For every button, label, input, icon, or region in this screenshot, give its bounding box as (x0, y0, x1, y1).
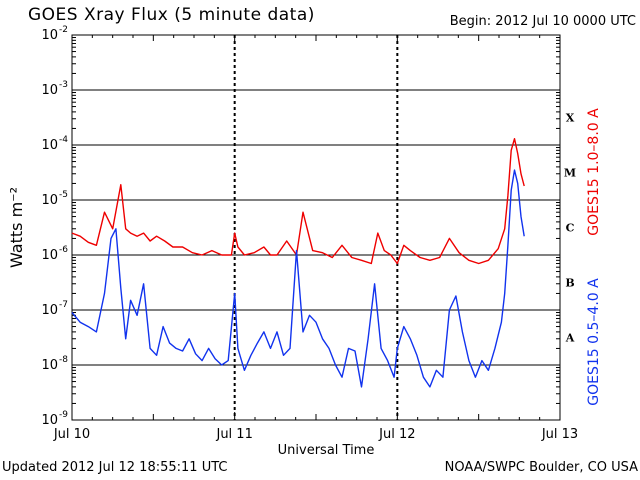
flare-class-label: A (565, 332, 575, 345)
flare-class-label: B (565, 277, 574, 290)
y-tick-exponent: -6 (59, 245, 68, 255)
x-tick-label: Jul 12 (378, 427, 415, 442)
y-tick-label: 10 (41, 83, 58, 98)
legend-label-short: GOES15 0.5–4.0 A (586, 278, 602, 406)
y-tick-exponent: -9 (59, 410, 68, 420)
y-tick-label: 10 (41, 413, 58, 428)
credit-label: NOAA/SWPC Boulder, CO USA (444, 460, 638, 475)
x-tick-label: Jul 13 (541, 427, 578, 442)
y-tick-label: 10 (41, 248, 58, 263)
x-tick-label: Jul 11 (215, 427, 252, 442)
series-line-short (71, 169, 525, 388)
y-tick-exponent: -8 (59, 355, 68, 365)
y-tick-label: 10 (41, 303, 58, 318)
chart-title: GOES Xray Flux (5 minute data) (28, 5, 315, 25)
begin-time: Begin: 2012 Jul 10 0000 UTC (449, 14, 636, 29)
x-tick-label: Jul 10 (53, 427, 90, 442)
y-tick-exponent: -7 (59, 300, 68, 310)
y-tick-label: 10 (41, 193, 58, 208)
y-tick-exponent: -2 (59, 25, 68, 35)
y-tick-label: 10 (41, 28, 58, 43)
y-tick-exponent: -3 (59, 80, 68, 90)
updated-timestamp: Updated 2012 Jul 12 18:55:11 UTC (2, 460, 228, 475)
y-tick-exponent: -5 (59, 190, 68, 200)
flare-class-label: C (566, 222, 575, 235)
flare-class-label: M (564, 167, 576, 180)
y-axis-label: Watts m⁻² (7, 187, 26, 268)
y-tick-label: 10 (41, 358, 58, 373)
x-axis-label: Universal Time (278, 443, 375, 458)
legend-label-long: GOES15 1.0–8.0 A (586, 108, 602, 236)
plot-frame (71, 34, 561, 421)
series-line-long (71, 137, 525, 265)
y-tick-exponent: -4 (59, 135, 68, 145)
y-tick-label: 10 (41, 138, 58, 153)
flare-class-label: X (566, 112, 575, 125)
